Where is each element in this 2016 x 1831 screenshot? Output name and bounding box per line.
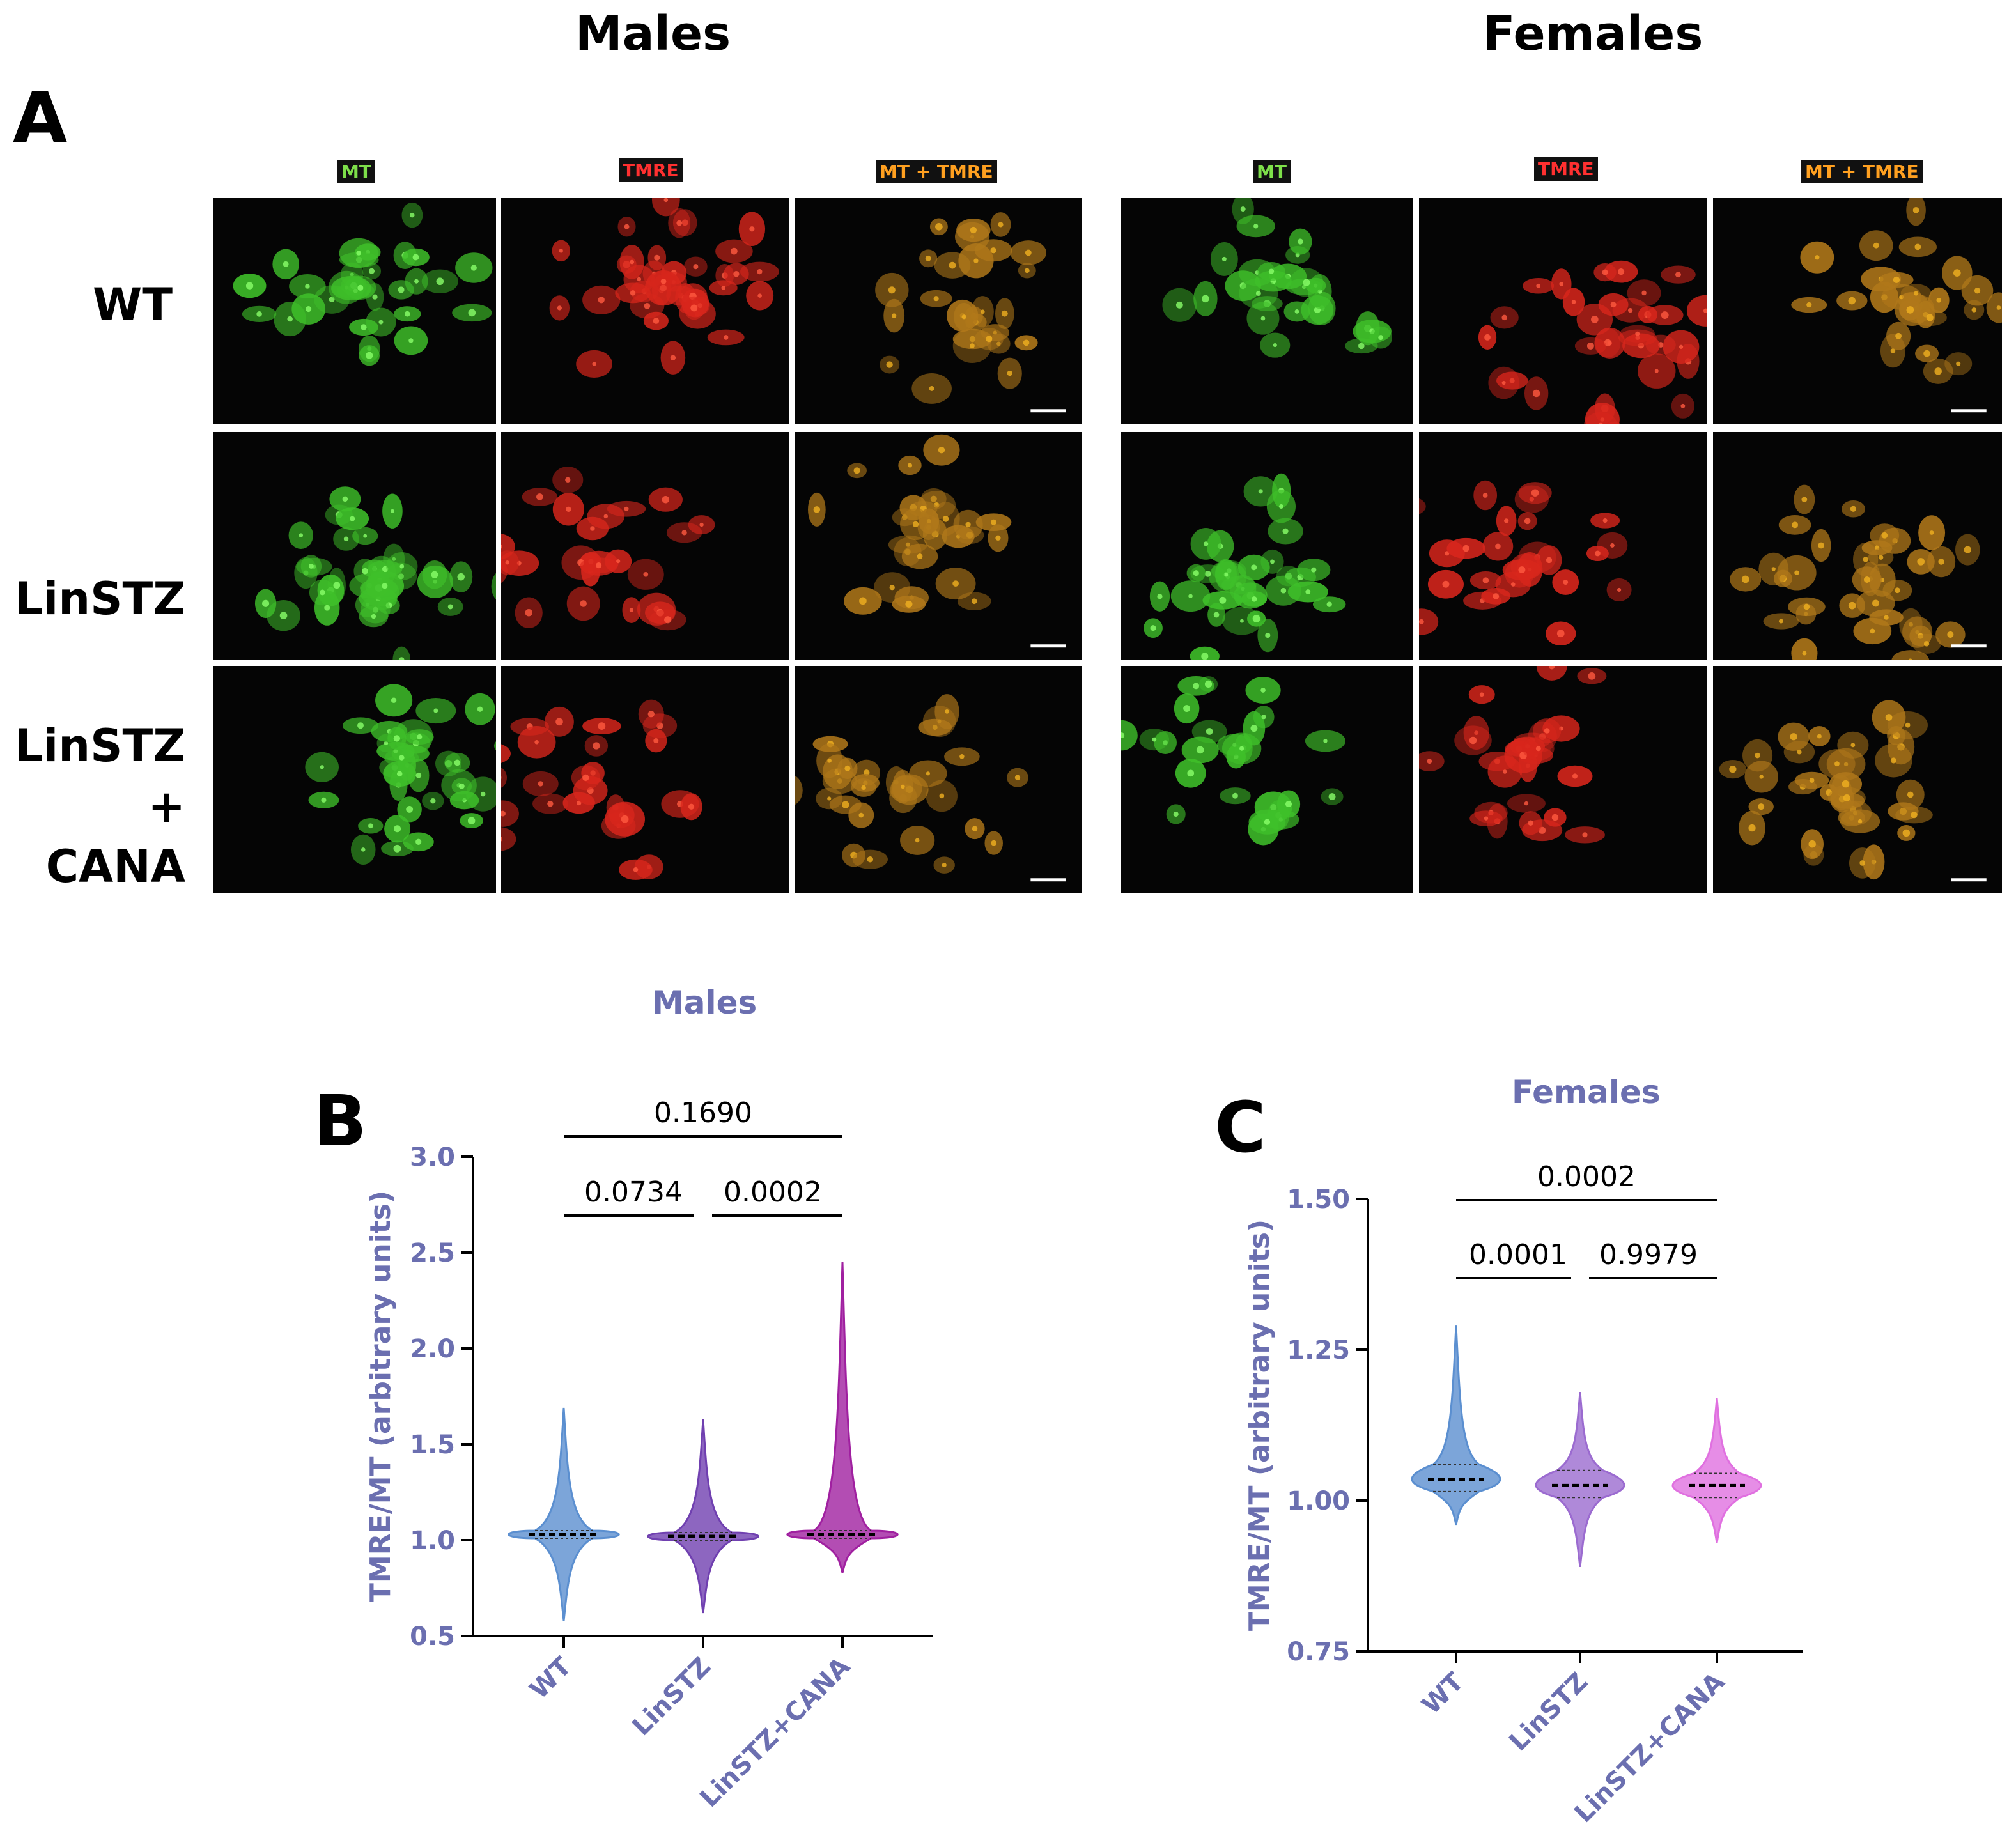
channel-label-merge-males: MT + TMRE [876, 160, 997, 183]
micrograph-males-tmre-row2 [500, 431, 790, 661]
chart-c-title: Females [1512, 1074, 1661, 1111]
y-tick-label: 3.0 [410, 1143, 455, 1172]
x-tick-label: LinSTZ [1504, 1667, 1594, 1758]
channel-label-tmre-females: TMRE [1534, 157, 1598, 181]
x-tick-label: WT [524, 1651, 578, 1705]
y-tick-label: 0.75 [1287, 1637, 1350, 1667]
violin-wt [1411, 1325, 1501, 1526]
violin-linstz [1535, 1391, 1625, 1568]
y-tick-label: 1.0 [410, 1526, 455, 1556]
micrograph-males-merge-row1 [794, 197, 1083, 426]
x-tick-label: LinSTZ [627, 1652, 717, 1742]
scale-bar [1030, 409, 1066, 413]
scale-bar [1951, 409, 1987, 413]
channel-label-merge-females: MT + TMRE [1801, 160, 1923, 183]
scale-bar [1951, 878, 1987, 882]
panel-a-letter: A [13, 77, 68, 158]
x-tick-label: LinSTZ+CANA [1569, 1667, 1730, 1828]
scale-bar [1951, 644, 1987, 648]
p-value-label: 0.0002 [1537, 1161, 1636, 1193]
micrograph-females-mt-row3 [1120, 665, 1414, 895]
row-label-wt: WT [93, 279, 173, 331]
y-tick-label: 1.25 [1287, 1336, 1350, 1365]
micrograph-males-tmre-row1 [500, 197, 790, 426]
violin-linstz-cana [786, 1262, 899, 1573]
scale-bar [1030, 878, 1066, 882]
channel-label-mt-females: MT [1253, 160, 1291, 183]
micrograph-males-merge-row3 [794, 665, 1083, 895]
violin-linstz [647, 1419, 759, 1614]
micrograph-females-merge-row3 [1712, 665, 2003, 895]
channel-label-mt-males: MT [337, 160, 375, 183]
micrograph-females-mt-row2 [1120, 431, 1414, 661]
micrograph-females-mt-row1 [1120, 197, 1414, 426]
micrograph-females-merge-row2 [1712, 431, 2003, 661]
y-axis-title: TMRE/MT (arbitrary units) [364, 1191, 397, 1602]
violin-wt [508, 1407, 620, 1621]
micrograph-males-mt-row3 [212, 665, 497, 895]
micrograph-males-mt-row1 [212, 197, 497, 426]
chart-b-title: Males [652, 984, 757, 1021]
row-label-linstz-cana: LinSTZ + CANA [14, 720, 185, 893]
y-tick-label: 0.5 [410, 1622, 455, 1651]
row-label-linstz: LinSTZ [14, 573, 185, 625]
micrograph-males-tmre-row3 [500, 665, 790, 895]
micrograph-females-tmre-row2 [1418, 431, 1708, 661]
females-group-title: Females [1483, 6, 1703, 61]
x-tick-label: WT [1416, 1667, 1470, 1720]
y-tick-label: 1.50 [1287, 1185, 1350, 1214]
x-tick-label: LinSTZ+CANA [695, 1652, 856, 1813]
micrograph-females-tmre-row3 [1418, 665, 1708, 895]
p-value-label: 0.0001 [1469, 1239, 1567, 1271]
micrograph-males-merge-row2 [794, 431, 1083, 661]
violin-linstz-cana [1671, 1398, 1762, 1543]
p-value-label: 0.0002 [724, 1176, 822, 1209]
males-group-title: Males [575, 6, 731, 61]
y-tick-label: 1.5 [410, 1430, 455, 1460]
y-tick-label: 1.00 [1287, 1487, 1350, 1516]
p-value-label: 0.1690 [654, 1097, 752, 1129]
scale-bar [1030, 644, 1066, 648]
channel-label-tmre-males: TMRE [619, 158, 683, 182]
panel-b-letter: B [313, 1080, 367, 1162]
p-value-label: 0.0734 [584, 1176, 683, 1209]
p-value-label: 0.9979 [1599, 1239, 1698, 1271]
y-tick-label: 2.0 [410, 1334, 455, 1364]
micrograph-females-tmre-row1 [1418, 197, 1708, 426]
micrograph-males-mt-row2 [212, 431, 497, 661]
micrograph-females-merge-row1 [1712, 197, 2003, 426]
y-axis-title: TMRE/MT (arbitrary units) [1243, 1219, 1276, 1631]
panel-c-letter: C [1214, 1086, 1266, 1168]
y-tick-label: 2.5 [410, 1239, 455, 1268]
